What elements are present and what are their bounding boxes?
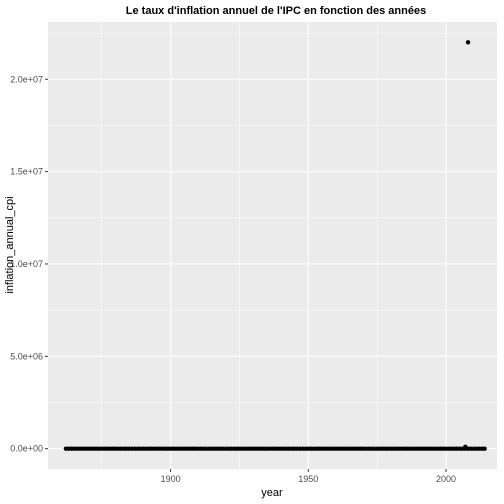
plot-panel [48,22,497,469]
x-axis-label: year [261,487,283,499]
chart-title: Le taux d'inflation annuel de l'IPC en f… [126,5,426,17]
y-tick-label: 5.0e+06 [10,351,43,361]
y-tick-label: 2.0e+07 [10,74,43,84]
y-axis-ticks: 0.0e+00 5.0e+06 1.0e+07 1.5e+07 2.0e+07 [10,74,48,454]
x-tick-label: 1900 [161,474,181,484]
y-tick-label: 1.5e+07 [10,167,43,177]
major-gridlines [48,22,497,469]
y-tick-label: 1.0e+07 [10,259,43,269]
data-points [63,40,487,451]
y-tick-label: 0.0e+00 [10,444,43,454]
data-point [482,446,487,451]
x-axis-ticks: 1900 1950 2000 [161,469,456,484]
x-tick-label: 1950 [298,474,318,484]
data-point [463,444,468,450]
y-axis-label: inflation_annual_cpi [4,196,16,293]
x-tick-label: 2000 [436,474,456,484]
minor-gridlines [48,22,497,469]
data-point [465,40,471,45]
